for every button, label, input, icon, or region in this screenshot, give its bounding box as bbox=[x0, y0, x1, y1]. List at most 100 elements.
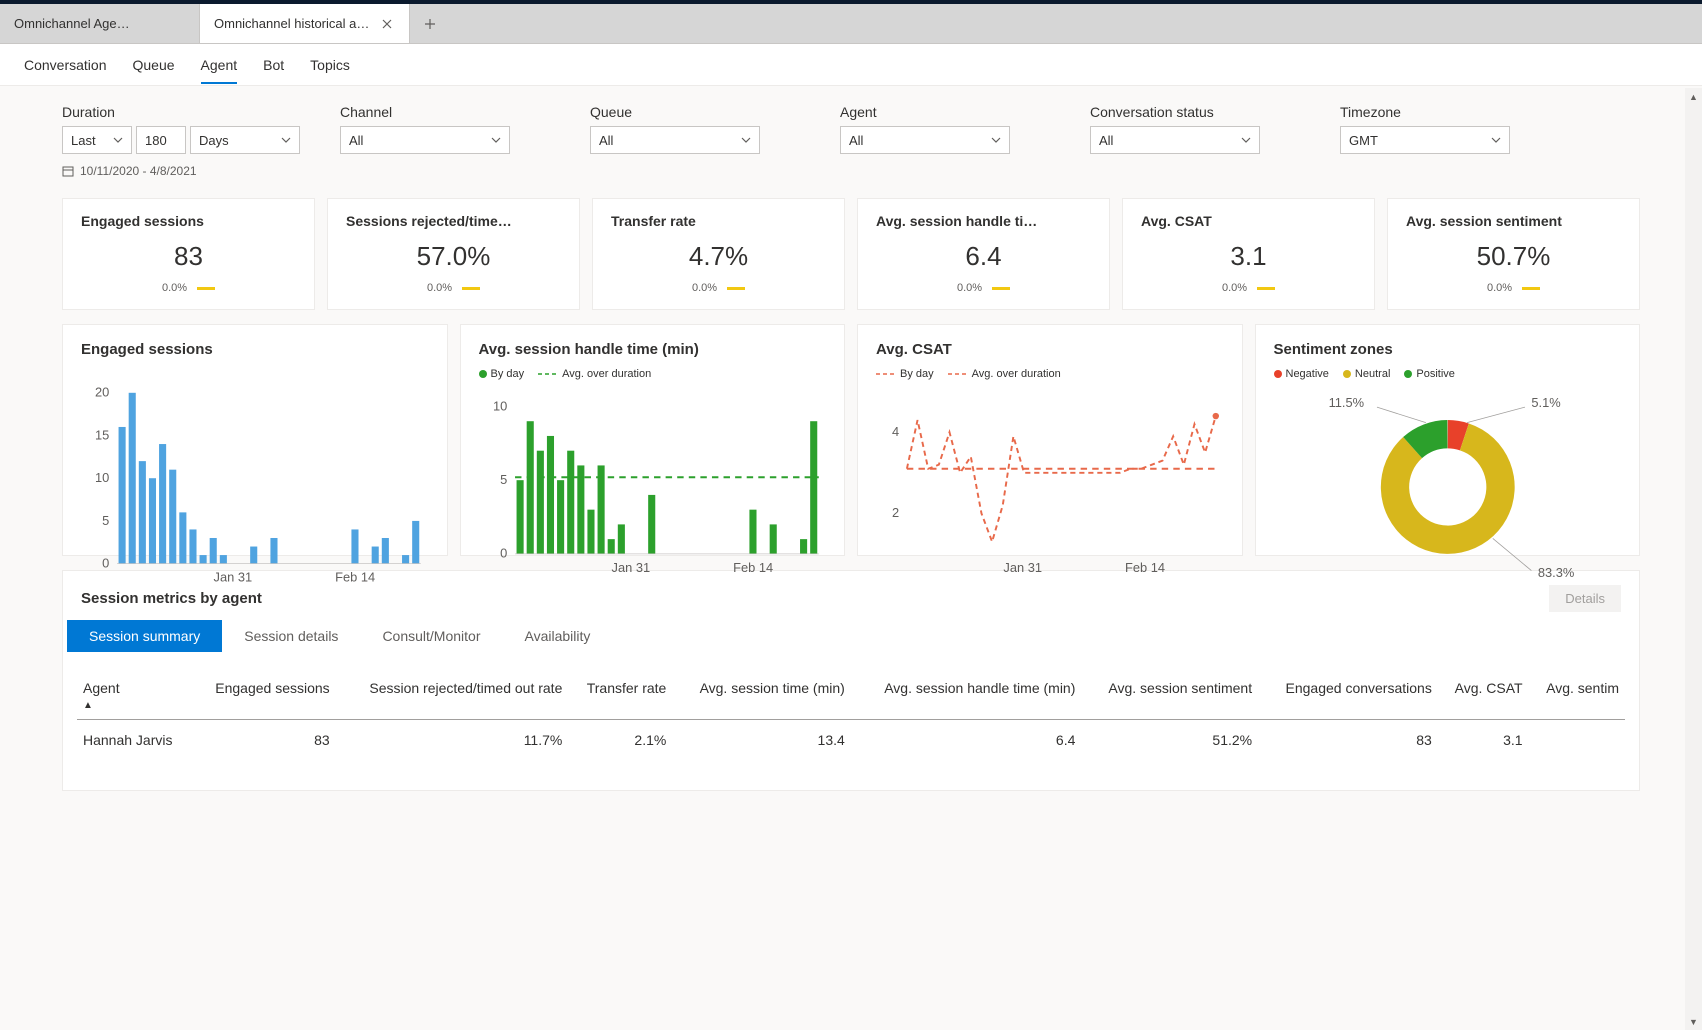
filters: Duration Last 180 Days bbox=[0, 86, 1702, 184]
legend-label: By day bbox=[900, 368, 934, 380]
channel-value: All bbox=[349, 133, 363, 148]
content-scroll[interactable]: Conversation Queue Agent Bot Topics Dura… bbox=[0, 44, 1702, 1030]
svg-text:20: 20 bbox=[95, 385, 109, 400]
legend-label: By day bbox=[491, 368, 525, 380]
legend-dot-icon bbox=[1404, 370, 1412, 378]
filter-duration-label: Duration bbox=[62, 104, 300, 120]
table-header[interactable]: Session rejected/timed out rate bbox=[336, 672, 569, 720]
cell: 2.1% bbox=[568, 720, 672, 761]
cell: 13.4 bbox=[672, 720, 850, 761]
svg-text:11.5%: 11.5% bbox=[1328, 395, 1364, 410]
filter-timezone-label: Timezone bbox=[1340, 104, 1510, 120]
kpi-value: 83 bbox=[81, 241, 296, 272]
legend-dot-icon bbox=[479, 370, 487, 378]
chevron-down-icon bbox=[491, 137, 501, 143]
cell: 11.7% bbox=[336, 720, 569, 761]
tab-bar: Omnichannel Age… Omnichannel historical … bbox=[0, 4, 1702, 44]
close-icon[interactable] bbox=[379, 16, 395, 32]
table-row[interactable]: Hannah Jarvis 83 11.7% 2.1% 13.4 6.4 51.… bbox=[77, 720, 1625, 761]
chart-title: Sentiment zones bbox=[1274, 341, 1622, 358]
status-dropdown[interactable]: All bbox=[1090, 126, 1260, 154]
subnav-queue[interactable]: Queue bbox=[133, 47, 175, 83]
legend-dot-icon bbox=[1343, 370, 1351, 378]
tab-inactive-label: Omnichannel Age… bbox=[14, 16, 185, 31]
date-range: 10/11/2020 - 4/8/2021 bbox=[62, 164, 1640, 178]
timezone-dropdown[interactable]: GMT bbox=[1340, 126, 1510, 154]
sub-nav: Conversation Queue Agent Bot Topics bbox=[0, 44, 1702, 86]
metrics-tab[interactable]: Session details bbox=[222, 620, 360, 652]
duration-mode-value: Last bbox=[71, 133, 96, 148]
kpi-value: 4.7% bbox=[611, 241, 826, 272]
table-header[interactable]: Avg. CSAT bbox=[1438, 672, 1529, 720]
kpi-title: Avg. session handle ti… bbox=[876, 213, 1091, 229]
duration-value: 180 bbox=[145, 133, 167, 148]
kpi-value: 50.7% bbox=[1406, 241, 1621, 272]
agent-dropdown[interactable]: All bbox=[840, 126, 1010, 154]
kpi-title: Sessions rejected/time… bbox=[346, 213, 561, 229]
vertical-scrollbar[interactable]: ▲ ▼ bbox=[1685, 88, 1702, 1030]
table-header[interactable]: Avg. session sentiment bbox=[1081, 672, 1258, 720]
cell: 51.2% bbox=[1081, 720, 1258, 761]
chevron-down-icon bbox=[113, 137, 123, 143]
kpi-card: Avg. CSAT 3.1 0.0% bbox=[1122, 198, 1375, 310]
metrics-tab[interactable]: Availability bbox=[502, 620, 612, 652]
chart-sentiment: Sentiment zones NegativeNeutralPositive … bbox=[1255, 324, 1641, 556]
filter-agent-label: Agent bbox=[840, 104, 1010, 120]
scroll-up-icon[interactable]: ▲ bbox=[1685, 88, 1702, 105]
subnav-bot[interactable]: Bot bbox=[263, 47, 284, 83]
subnav-topics[interactable]: Topics bbox=[310, 47, 350, 83]
filter-queue-label: Queue bbox=[590, 104, 760, 120]
queue-dropdown[interactable]: All bbox=[590, 126, 760, 154]
subnav-conversation[interactable]: Conversation bbox=[24, 47, 107, 83]
kpi-card: Avg. session sentiment 50.7% 0.0% bbox=[1387, 198, 1640, 310]
table-header[interactable]: Engaged conversations bbox=[1258, 672, 1438, 720]
queue-value: All bbox=[599, 133, 613, 148]
svg-text:5: 5 bbox=[500, 472, 507, 487]
table-header[interactable]: Engaged sessions bbox=[192, 672, 335, 720]
metrics-table: Agent▲Engaged sessionsSession rejected/t… bbox=[77, 672, 1625, 760]
cell: 6.4 bbox=[851, 720, 1082, 761]
tab-active[interactable]: Omnichannel historical an… bbox=[200, 4, 410, 43]
svg-text:Feb 14: Feb 14 bbox=[1125, 560, 1165, 575]
legend-label: Avg. over duration bbox=[562, 368, 651, 380]
kpi-row: Engaged sessions 83 0.0%Sessions rejecte… bbox=[0, 184, 1702, 324]
table-header[interactable]: Transfer rate bbox=[568, 672, 672, 720]
duration-value-input[interactable]: 180 bbox=[136, 126, 186, 154]
kpi-delta: 0.0% bbox=[611, 282, 826, 294]
filter-channel-label: Channel bbox=[340, 104, 510, 120]
table-header[interactable]: Avg. session handle time (min) bbox=[851, 672, 1082, 720]
tab-inactive[interactable]: Omnichannel Age… bbox=[0, 4, 200, 43]
kpi-delta: 0.0% bbox=[81, 282, 296, 294]
legend-label: Neutral bbox=[1355, 368, 1390, 380]
scroll-down-icon[interactable]: ▼ bbox=[1685, 1013, 1702, 1030]
kpi-delta: 0.0% bbox=[1141, 282, 1356, 294]
channel-dropdown[interactable]: All bbox=[340, 126, 510, 154]
svg-text:Jan 31: Jan 31 bbox=[1003, 560, 1042, 575]
add-tab-icon[interactable] bbox=[410, 4, 450, 43]
duration-mode-dropdown[interactable]: Last bbox=[62, 126, 132, 154]
svg-text:10: 10 bbox=[493, 398, 507, 413]
metrics-tab[interactable]: Consult/Monitor bbox=[360, 620, 502, 652]
metrics-tab[interactable]: Session summary bbox=[67, 620, 222, 652]
chevron-down-icon bbox=[741, 137, 751, 143]
chevron-down-icon bbox=[991, 137, 1001, 143]
chart-engaged-sessions: Engaged sessions 05101520Jan 31Feb 14 bbox=[62, 324, 448, 556]
agent-value: All bbox=[849, 133, 863, 148]
table-header[interactable]: Avg. session time (min) bbox=[672, 672, 850, 720]
svg-text:Feb 14: Feb 14 bbox=[733, 560, 773, 575]
duration-unit-dropdown[interactable]: Days bbox=[190, 126, 300, 154]
svg-text:0: 0 bbox=[500, 546, 507, 561]
svg-text:5: 5 bbox=[102, 513, 109, 528]
kpi-value: 3.1 bbox=[1141, 241, 1356, 272]
subnav-agent[interactable]: Agent bbox=[201, 47, 238, 83]
svg-text:83.3%: 83.3% bbox=[1537, 565, 1573, 580]
kpi-delta: 0.0% bbox=[346, 282, 561, 294]
chart-title: Avg. session handle time (min) bbox=[479, 341, 827, 358]
table-header[interactable]: Agent▲ bbox=[77, 672, 192, 720]
kpi-title: Transfer rate bbox=[611, 213, 826, 229]
cell: 83 bbox=[192, 720, 335, 761]
table-header[interactable]: Avg. sentim bbox=[1529, 672, 1625, 720]
metrics-tabs: Session summarySession detailsConsult/Mo… bbox=[63, 620, 1639, 652]
svg-text:2: 2 bbox=[892, 505, 899, 520]
status-value: All bbox=[1099, 133, 1113, 148]
